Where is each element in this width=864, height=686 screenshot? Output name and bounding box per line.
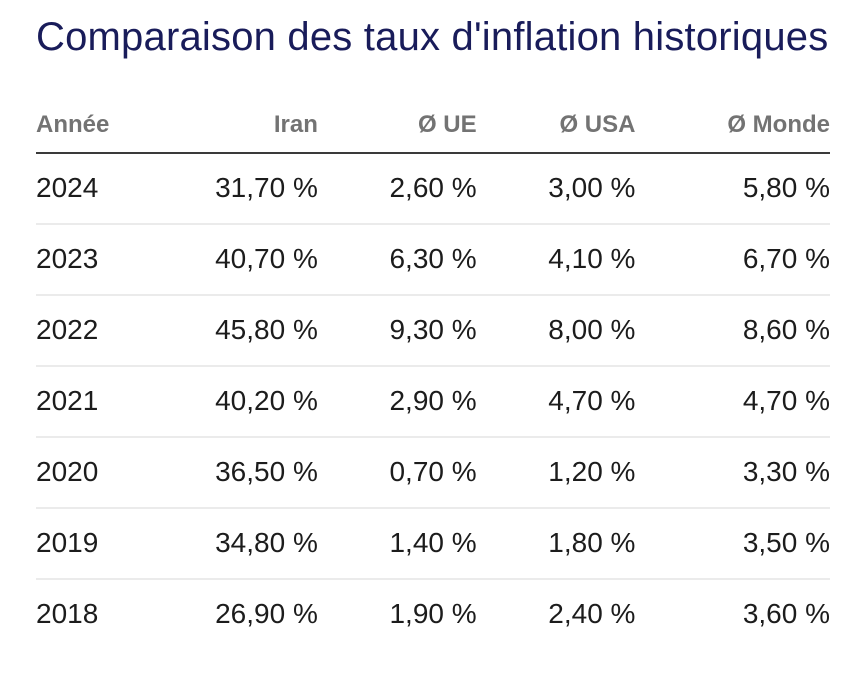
value-cell-iran: 36,50 % [163, 437, 318, 509]
value-cell-monde: 4,70 % [635, 366, 830, 438]
value-cell-usa: 4,10 % [476, 224, 636, 296]
table-row: 2021 40,20 % 2,90 % 4,70 % 4,70 % [36, 366, 830, 438]
value-cell-usa: 4,70 % [476, 366, 636, 438]
value-cell-monde: 6,70 % [635, 224, 830, 296]
year-cell: 2020 [36, 437, 164, 509]
value-cell-usa: 3,00 % [476, 153, 636, 225]
value-cell-usa: 1,20 % [476, 437, 636, 509]
value-cell-iran: 40,20 % [163, 366, 318, 438]
value-cell-iran: 26,90 % [215, 598, 318, 629]
column-header-annee: Année [36, 101, 164, 154]
value-cell-monde: 3,60 % [742, 598, 830, 629]
header-row: Année Iran Ø UE Ø USA Ø Monde [36, 101, 830, 154]
table-row: 2019 34,80 % 1,40 % 1,80 % 3,50 % [36, 508, 830, 580]
value-cell-ue: 6,30 % [317, 224, 477, 296]
value-cell-ue: 2,60 % [317, 153, 477, 225]
value-cell-ue: 9,30 % [317, 295, 477, 367]
year-cell: 2024 [36, 153, 164, 225]
year-cell: 2019 [36, 508, 164, 580]
table-row: 2018 26,90 % 1,90 % 2,40 % 3,60 % [36, 579, 830, 649]
value-cell-iran: 45,80 % [163, 295, 318, 367]
column-header-monde: Ø Monde [635, 101, 830, 154]
inflation-comparison-page: Comparaison des taux d'inflation histori… [36, 15, 830, 649]
value-cell-ue: 1,90 % [389, 598, 477, 629]
table-row: 2024 31,70 % 2,60 % 3,00 % 5,80 % [36, 153, 830, 225]
year-cell: 2021 [36, 366, 164, 438]
column-header-usa: Ø USA [476, 101, 636, 154]
value-cell-monde: 3,50 % [635, 508, 830, 580]
year-cell: 2018 [36, 598, 99, 629]
value-cell-ue: 2,90 % [317, 366, 477, 438]
value-cell-iran: 40,70 % [163, 224, 318, 296]
value-cell-monde: 8,60 % [635, 295, 830, 367]
value-cell-iran: 34,80 % [163, 508, 318, 580]
value-cell-iran: 31,70 % [163, 153, 318, 225]
page-title: Comparaison des taux d'inflation histori… [36, 15, 829, 59]
value-cell-usa: 2,40 % [548, 598, 636, 629]
table-body: 2024 31,70 % 2,60 % 3,00 % 5,80 % 2023 4… [36, 153, 830, 649]
value-cell-ue: 1,40 % [317, 508, 477, 580]
value-cell-usa: 1,80 % [476, 508, 636, 580]
value-cell-usa: 8,00 % [476, 295, 636, 367]
table-row: 2020 36,50 % 0,70 % 1,20 % 3,30 % [36, 437, 830, 509]
inflation-table: Année Iran Ø UE Ø USA Ø Monde 2024 31,70… [36, 101, 830, 649]
value-cell-monde: 5,80 % [635, 153, 830, 225]
table-row: 2023 40,70 % 6,30 % 4,10 % 6,70 % [36, 224, 830, 296]
year-cell: 2023 [36, 224, 164, 296]
value-cell-monde: 3,30 % [635, 437, 830, 509]
table-row: 2022 45,80 % 9,30 % 8,00 % 8,60 % [36, 295, 830, 367]
table-header: Année Iran Ø UE Ø USA Ø Monde [36, 101, 830, 154]
column-header-ue: Ø UE [317, 101, 477, 154]
column-header-iran: Iran [163, 101, 318, 154]
year-cell: 2022 [36, 295, 164, 367]
value-cell-ue: 0,70 % [317, 437, 477, 509]
